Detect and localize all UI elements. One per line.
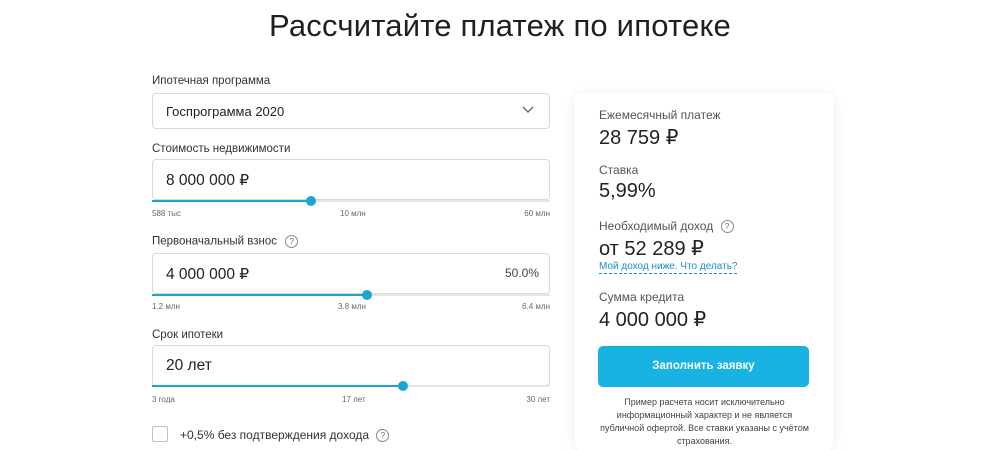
term-tick-mid: 17 лет [342,395,366,404]
price-label: Стоимость недвижимости [152,143,291,155]
rate-value: 5,99% [599,180,656,202]
income-help-link[interactable]: Мой доход ниже. Что делать? [599,261,738,274]
down-payment-value: 4 000 000 ₽ [166,266,250,283]
rate-label: Ставка [599,163,639,177]
disclaimer-text: Пример расчета носит исключительно инфор… [600,397,809,446]
term-tick-max: 30 лет [526,395,550,404]
loan-amount-label: Сумма кредита [599,290,685,304]
help-icon[interactable]: ? [285,235,299,248]
price-tick-min: 588 тыс [152,209,181,218]
term-slider[interactable] [152,381,550,391]
price-tick-mid: 10 млн [340,209,366,218]
down-payment-tick-min: 1.2 млн [152,302,180,311]
program-value: Госпрограмма 2020 [166,104,285,119]
page-title: Рассчитайте платеж по ипотеке [269,8,731,43]
down-payment-percent: 50.0% [504,266,539,280]
term-slider-handle[interactable] [397,381,408,391]
price-slider[interactable] [152,196,550,206]
monthly-payment-value: 28 759 ₽ [599,127,679,149]
term-slider-fill [152,385,403,387]
income-label: Необходимый доход [599,219,714,233]
program-select[interactable]: Госпрограмма 2020 [152,93,550,129]
term-label: Срок ипотеки [152,329,224,341]
monthly-payment-label: Ежемесячный платеж [599,108,721,122]
price-input[interactable]: 8 000 000 ₽ [152,159,550,200]
loan-amount-value: 4 000 000 ₽ [599,309,707,331]
down-payment-input[interactable]: 4 000 000 ₽ 50.0% [152,253,550,294]
no-income-proof-label: +0,5% без подтверждения дохода [180,428,370,442]
down-payment-label: Первоначальный взнос [152,235,278,248]
no-income-proof-row: +0,5% без подтверждения дохода ? [180,428,390,443]
down-payment-tick-mid: 3.8 млн [338,302,366,311]
no-income-proof-checkbox[interactable] [152,426,168,442]
help-icon[interactable]: ? [376,429,390,443]
term-value: 20 лет [166,357,212,374]
price-slider-fill [152,200,312,202]
income-label-row: Необходимый доход ? [599,219,734,234]
price-value: 8 000 000 ₽ [166,172,250,189]
down-payment-slider-fill [152,294,367,296]
down-payment-slider[interactable] [152,290,550,300]
down-payment-label-row: Первоначальный взнос ? [152,235,299,248]
apply-button[interactable]: Заполнить заявку [598,346,809,387]
help-icon[interactable]: ? [720,220,734,234]
summary-card: Ежемесячный платеж 28 759 ₽ Ставка 5,99%… [575,93,833,450]
term-input[interactable]: 20 лет [152,345,550,386]
price-slider-handle[interactable] [306,196,317,206]
down-payment-slider-handle[interactable] [361,290,372,300]
chevron-down-icon [522,106,534,113]
term-tick-min: 3 года [152,395,175,404]
income-value: от 52 289 ₽ [599,238,704,260]
program-label: Ипотечная программа [152,75,271,87]
down-payment-tick-max: 6.4 млн [522,302,550,311]
price-tick-max: 60 млн [524,209,550,218]
